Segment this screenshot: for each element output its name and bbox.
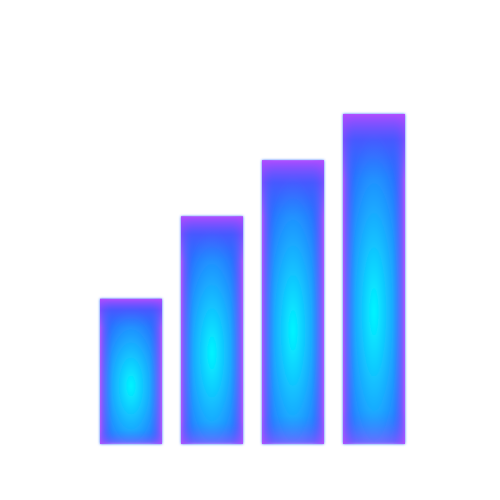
- signal-bar-1: [100, 298, 162, 444]
- signal-bar-2: [181, 216, 243, 444]
- signal-bar-3: [262, 160, 324, 444]
- signal-bar-4: [343, 114, 405, 444]
